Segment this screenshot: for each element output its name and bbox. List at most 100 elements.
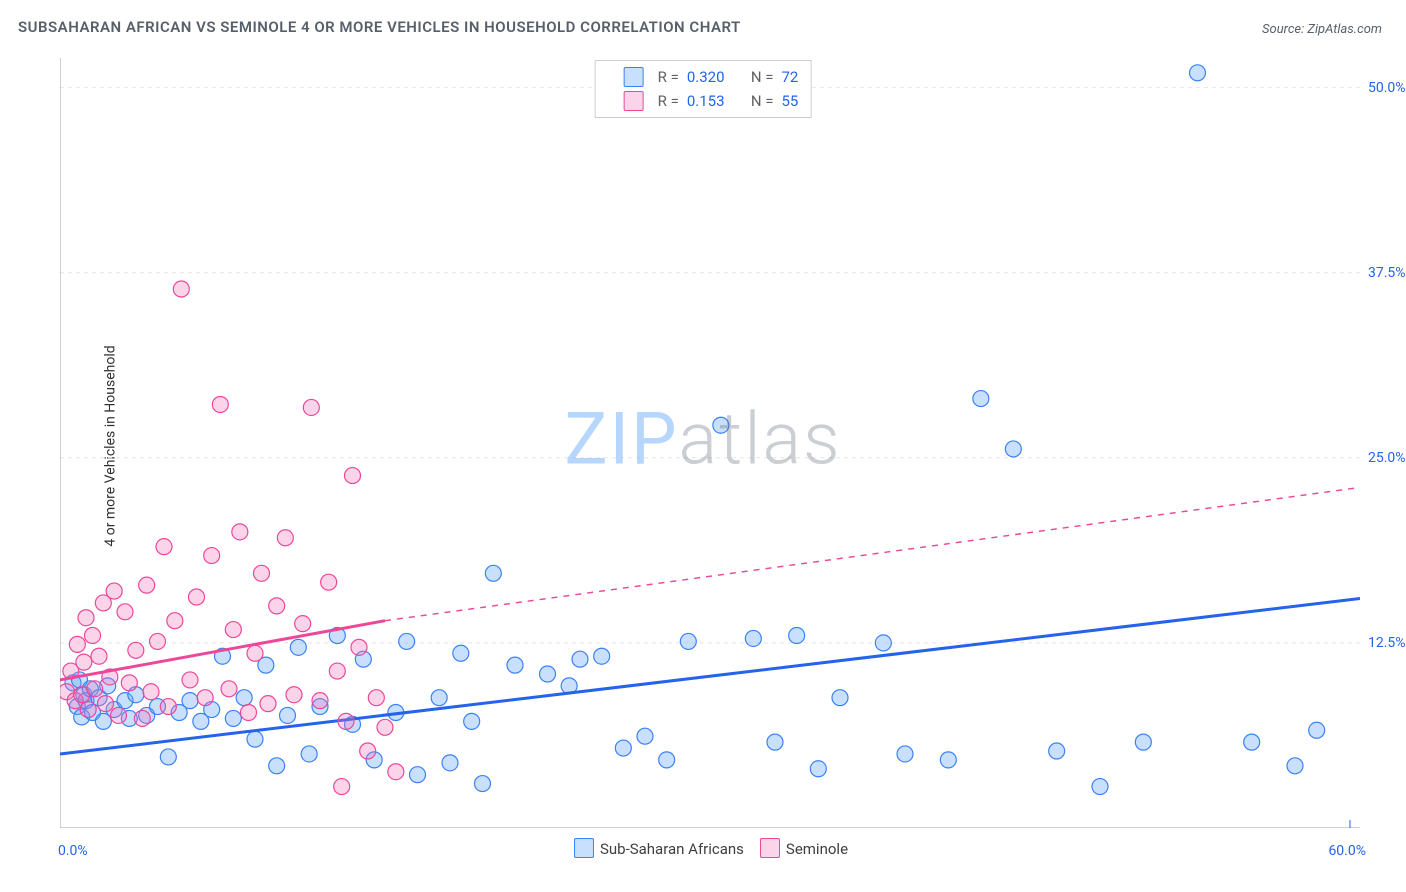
data-point [431,690,447,706]
data-point [269,598,285,614]
data-point [767,734,783,750]
data-point [225,622,241,638]
data-point [76,654,92,670]
data-point [247,731,263,747]
data-point [351,639,367,655]
data-point [388,764,404,780]
y-axis-tick: 12.5% [1368,635,1406,651]
data-point [615,740,631,756]
chart-container: SUBSAHARAN AFRICAN VS SEMINOLE 4 OR MORE… [0,0,1406,892]
data-point [1309,722,1325,738]
data-point [277,530,293,546]
data-point [106,583,122,599]
data-point [78,610,94,626]
data-point [286,687,302,703]
data-point [167,613,183,629]
data-point [973,391,989,407]
data-point [377,719,393,735]
data-point [128,642,144,658]
data-point [85,628,101,644]
data-point [442,755,458,771]
legend-R-value: 0.153 [687,89,733,113]
data-point [897,746,913,762]
data-point [329,663,345,679]
legend-N-label: N = [751,89,774,113]
data-point [940,752,956,768]
data-point [810,761,826,777]
data-point [143,684,159,700]
legend-series-label: Seminole [786,840,848,858]
data-point [360,743,376,759]
data-point [1287,758,1303,774]
legend-series-label: Sub-Saharan Africans [600,840,744,858]
data-point [659,752,675,768]
data-point [269,758,285,774]
data-point [789,628,805,644]
data-point [453,645,469,661]
chart-title: SUBSAHARAN AFRICAN VS SEMINOLE 4 OR MORE… [18,18,741,36]
data-point [1135,734,1151,750]
legend-swatch [624,91,644,111]
data-point [368,690,384,706]
legend-swatch [760,838,780,858]
data-point [832,690,848,706]
data-point [69,636,85,652]
data-point [637,728,653,744]
data-point [301,746,317,762]
data-point [1049,743,1065,759]
data-point [594,648,610,664]
data-point [221,681,237,697]
data-point [1092,779,1108,795]
legend-N-value: 55 [781,89,798,113]
data-point [464,713,480,729]
data-point [295,616,311,632]
data-point [139,577,155,593]
legend-swatch [624,67,644,87]
data-point [1244,734,1260,750]
data-point [247,645,263,661]
data-point [160,699,176,715]
y-axis-tick: 25.0% [1368,450,1406,466]
data-point [410,767,426,783]
legend-N-label: N = [751,65,774,89]
data-point [189,589,205,605]
data-point [197,690,213,706]
data-point [80,702,96,718]
source-attribution: Source: ZipAtlas.com [1262,22,1382,37]
legend-R-label: R = [658,65,679,89]
data-point [212,397,228,413]
data-point [745,630,761,646]
data-point [225,710,241,726]
data-point [254,565,270,581]
data-point [572,651,588,667]
data-point [303,399,319,415]
data-point [241,705,257,721]
data-point [182,672,198,688]
data-point [680,633,696,649]
data-point [117,604,133,620]
data-point [338,713,354,729]
correlation-legend-row: R =0.320N =72 [608,65,799,89]
data-point [111,707,127,723]
data-point [713,417,729,433]
data-point [204,548,220,564]
legend-swatch [574,838,594,858]
correlation-legend: R =0.320N =72R = 0.153 N = 55 [595,60,812,118]
data-point [280,707,296,723]
data-point [156,539,172,555]
data-point [485,565,501,581]
data-point [475,776,491,792]
regression-line-extrapolated [385,487,1360,620]
regression-line [60,598,1360,753]
data-point [1005,441,1021,457]
data-point [121,675,137,691]
data-point [182,693,198,709]
data-point [173,281,189,297]
data-point [345,468,361,484]
data-point [540,666,556,682]
data-point [321,574,337,590]
data-point [875,635,891,651]
data-point [334,779,350,795]
series-legend: Sub-Saharan Africans Seminole [0,838,1406,858]
y-axis-tick: 37.5% [1368,265,1406,281]
